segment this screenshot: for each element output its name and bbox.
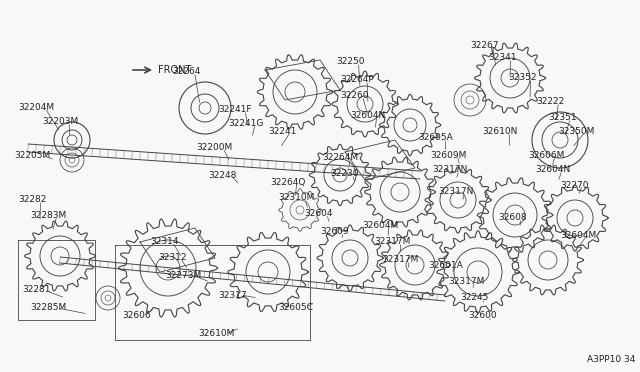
Text: 32203M: 32203M	[42, 118, 78, 126]
Text: 32605C: 32605C	[278, 304, 313, 312]
Text: 32317M: 32317M	[448, 278, 484, 286]
Text: 32609: 32609	[320, 228, 349, 237]
Text: 32222: 32222	[536, 97, 564, 106]
Text: 32264P: 32264P	[340, 76, 374, 84]
Text: 32608: 32608	[498, 214, 527, 222]
Text: 32310M: 32310M	[278, 193, 314, 202]
Text: 32267: 32267	[470, 41, 499, 49]
Text: 32609M: 32609M	[430, 151, 467, 160]
Text: 32283M: 32283M	[30, 212, 67, 221]
Text: FRONT: FRONT	[158, 65, 191, 75]
Text: 32341: 32341	[488, 54, 516, 62]
Text: 32604N: 32604N	[535, 166, 570, 174]
Text: 32350M: 32350M	[558, 128, 595, 137]
Text: 32264Q: 32264Q	[270, 177, 305, 186]
Text: 32317M: 32317M	[382, 256, 419, 264]
Text: 32241: 32241	[268, 128, 296, 137]
Text: 32352: 32352	[508, 74, 536, 83]
Text: 32610N: 32610N	[482, 128, 517, 137]
Text: 32317M: 32317M	[374, 237, 410, 247]
Text: 32245: 32245	[460, 294, 488, 302]
Text: 32317N: 32317N	[438, 187, 474, 196]
Text: 32604M: 32604M	[362, 221, 398, 230]
Text: 32606: 32606	[122, 311, 150, 320]
Text: 32351: 32351	[548, 113, 577, 122]
Text: 32282: 32282	[18, 196, 46, 205]
Text: 32270: 32270	[560, 180, 589, 189]
Text: 32248: 32248	[208, 170, 236, 180]
Text: 32273M: 32273M	[165, 270, 201, 279]
Text: 32604M: 32604M	[560, 231, 596, 240]
Text: 32264: 32264	[172, 67, 200, 77]
Text: 32314: 32314	[150, 237, 179, 247]
Text: 32200M: 32200M	[196, 144, 232, 153]
Text: 32606M: 32606M	[528, 151, 564, 160]
Text: 32250: 32250	[336, 58, 365, 67]
Text: 32317: 32317	[218, 291, 246, 299]
Text: 32312: 32312	[158, 253, 186, 263]
Text: 32600: 32600	[468, 311, 497, 321]
Text: 32281: 32281	[22, 285, 51, 295]
Text: 32601A: 32601A	[428, 260, 463, 269]
Text: 32205M: 32205M	[14, 151, 51, 160]
Text: 32230: 32230	[330, 170, 358, 179]
Text: 32204M: 32204M	[18, 103, 54, 112]
Text: A3PP10 34: A3PP10 34	[587, 355, 635, 364]
Text: 32241G: 32241G	[228, 119, 264, 128]
Text: 32241F: 32241F	[218, 106, 252, 115]
Text: 32604: 32604	[304, 209, 333, 218]
Text: 32317N: 32317N	[432, 166, 467, 174]
Text: 32260: 32260	[340, 92, 369, 100]
Text: 32610M: 32610M	[198, 330, 234, 339]
Text: 32264M: 32264M	[322, 154, 358, 163]
Text: 32605A: 32605A	[418, 134, 452, 142]
Text: 32285M: 32285M	[30, 304, 67, 312]
Text: 32604N: 32604N	[350, 110, 385, 119]
